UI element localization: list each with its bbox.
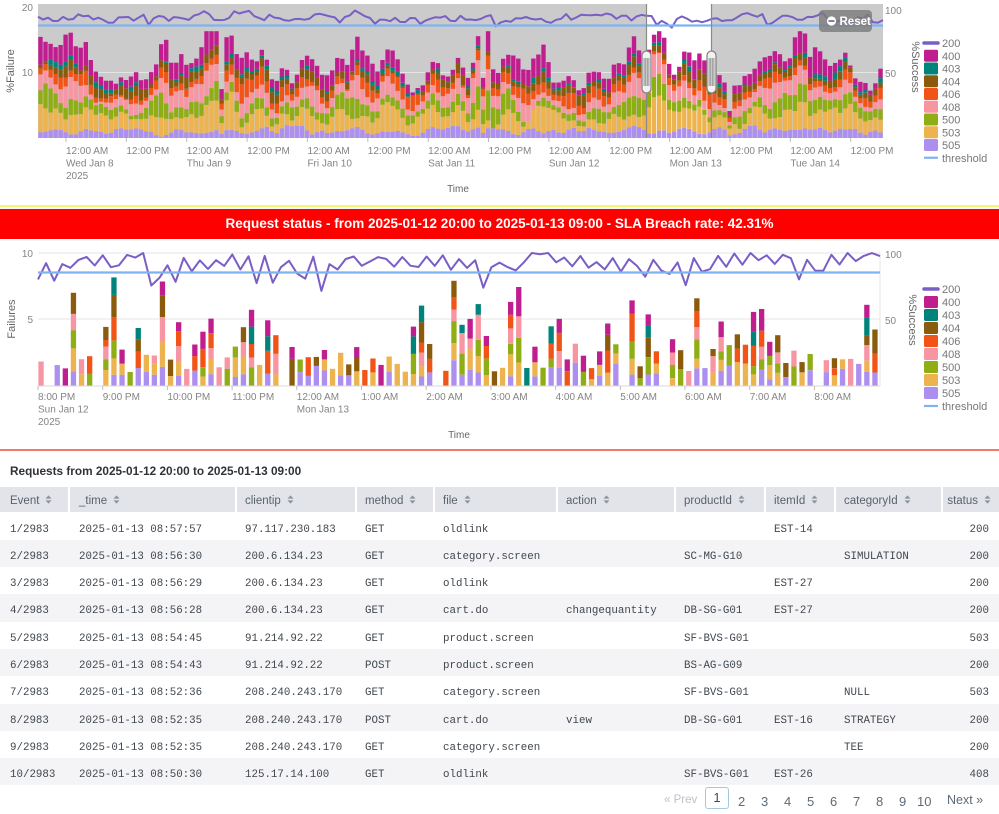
svg-text:Wed Jan 8: Wed Jan 8 — [66, 159, 114, 170]
svg-text:50: 50 — [885, 316, 897, 327]
svg-text:threshold: threshold — [942, 401, 987, 413]
svg-text:11:00 PM: 11:00 PM — [232, 392, 274, 403]
svg-text:404: 404 — [942, 323, 960, 335]
svg-text:10:00 PM: 10:00 PM — [167, 392, 210, 403]
svg-text:12:00 AM: 12:00 AM — [428, 146, 470, 157]
svg-text:12:00 AM: 12:00 AM — [307, 146, 349, 157]
svg-text:200: 200 — [942, 38, 960, 50]
svg-text:12:00 AM: 12:00 AM — [549, 146, 591, 157]
svg-text:%Failure: %Failure — [5, 49, 17, 92]
svg-text:503: 503 — [942, 375, 960, 387]
svg-text:500: 500 — [942, 115, 960, 127]
svg-text:503: 503 — [942, 127, 960, 139]
svg-text:403: 403 — [942, 64, 960, 76]
svg-text:12:00 AM: 12:00 AM — [790, 146, 832, 157]
svg-text:Mon Jan 13: Mon Jan 13 — [297, 405, 350, 416]
svg-text:404: 404 — [942, 76, 960, 88]
svg-text:3:00 AM: 3:00 AM — [491, 392, 528, 403]
svg-text:100: 100 — [885, 6, 902, 17]
svg-text:%Success: %Success — [906, 294, 918, 346]
svg-text:12:00 AM: 12:00 AM — [66, 146, 108, 157]
svg-text:2025: 2025 — [38, 417, 61, 428]
svg-text:7:00 AM: 7:00 AM — [750, 392, 787, 403]
svg-text:12:00 PM: 12:00 PM — [609, 146, 652, 157]
svg-text:12:00 AM: 12:00 AM — [670, 146, 712, 157]
svg-text:200: 200 — [942, 284, 960, 296]
svg-text:8:00 PM: 8:00 PM — [38, 392, 75, 403]
svg-text:2025: 2025 — [66, 171, 89, 182]
svg-text:20: 20 — [22, 3, 34, 14]
svg-text:6:00 AM: 6:00 AM — [685, 392, 722, 403]
svg-text:Time: Time — [447, 184, 469, 195]
svg-text:Sun Jan 12: Sun Jan 12 — [549, 159, 600, 170]
svg-text:Sat Jan 11: Sat Jan 11 — [428, 159, 476, 170]
svg-text:Fri Jan 10: Fri Jan 10 — [307, 159, 352, 170]
svg-text:Time: Time — [448, 430, 470, 441]
svg-text:12:00 PM: 12:00 PM — [851, 146, 894, 157]
svg-text:8:00 AM: 8:00 AM — [814, 392, 851, 403]
svg-text:100: 100 — [885, 250, 902, 261]
svg-text:12:00 PM: 12:00 PM — [126, 146, 169, 157]
svg-text:12:00 PM: 12:00 PM — [730, 146, 773, 157]
svg-text:Sun Jan 12: Sun Jan 12 — [38, 405, 89, 416]
svg-text:12:00 PM: 12:00 PM — [368, 146, 411, 157]
svg-text:4:00 AM: 4:00 AM — [556, 392, 593, 403]
svg-text:400: 400 — [942, 297, 960, 309]
svg-text:threshold: threshold — [942, 153, 987, 165]
svg-text:500: 500 — [942, 362, 960, 374]
svg-text:Mon Jan 13: Mon Jan 13 — [670, 159, 723, 170]
svg-text:406: 406 — [942, 89, 960, 101]
svg-text:406: 406 — [942, 336, 960, 348]
svg-text:10: 10 — [22, 249, 34, 260]
svg-text:%Success: %Success — [909, 41, 921, 93]
svg-text:400: 400 — [942, 51, 960, 63]
svg-text:12:00 AM: 12:00 AM — [187, 146, 229, 157]
svg-text:12:00 AM: 12:00 AM — [297, 392, 339, 403]
svg-text:12:00 PM: 12:00 PM — [489, 146, 532, 157]
svg-text:Reset: Reset — [840, 16, 871, 28]
svg-text:5:00 AM: 5:00 AM — [620, 392, 657, 403]
svg-text:408: 408 — [942, 102, 960, 114]
svg-text:505: 505 — [942, 388, 960, 400]
svg-text:403: 403 — [942, 310, 960, 322]
svg-text:Thu Jan 9: Thu Jan 9 — [187, 159, 232, 170]
svg-text:Tue Jan 14: Tue Jan 14 — [790, 159, 840, 170]
svg-text:12:00 PM: 12:00 PM — [247, 146, 290, 157]
svg-text:10: 10 — [22, 68, 34, 79]
svg-text:505: 505 — [942, 140, 960, 152]
svg-text:2:00 AM: 2:00 AM — [426, 392, 463, 403]
svg-text:9:00 PM: 9:00 PM — [103, 392, 140, 403]
svg-text:1:00 AM: 1:00 AM — [362, 392, 399, 403]
svg-text:408: 408 — [942, 349, 960, 361]
svg-text:Failures: Failures — [6, 299, 18, 339]
svg-text:50: 50 — [885, 69, 897, 80]
svg-text:5: 5 — [27, 315, 33, 326]
